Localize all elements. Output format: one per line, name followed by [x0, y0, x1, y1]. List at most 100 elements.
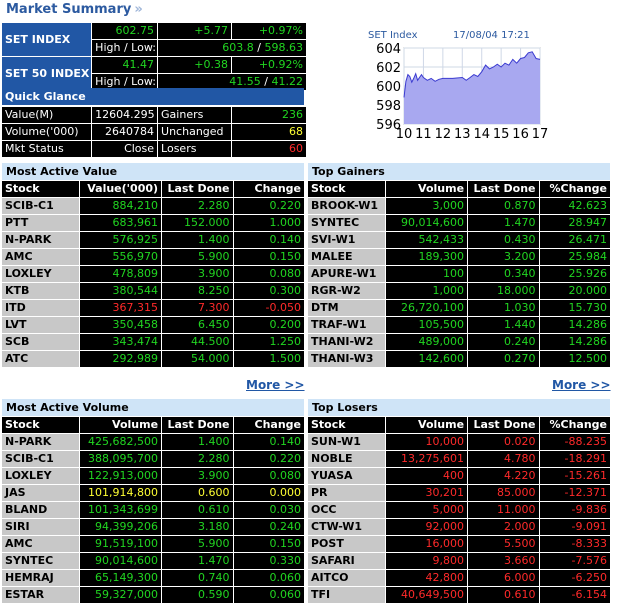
- table-row: N-PARK 576,925 1.400 0.140: [2, 232, 304, 248]
- stock-symbol-link[interactable]: TRAF-W1: [308, 317, 385, 333]
- cell-b: 1.030: [468, 300, 539, 316]
- stock-symbol-link[interactable]: N-PARK: [2, 232, 79, 248]
- table-row: SYNTEC 90,014,600 1.470 28.947: [308, 215, 610, 231]
- stock-symbol-link[interactable]: AITCO: [308, 570, 385, 586]
- stock-symbol-link[interactable]: SIRI: [2, 519, 79, 535]
- column-header: Change: [233, 181, 304, 197]
- stock-symbol-link[interactable]: LOXLEY: [2, 266, 79, 282]
- stock-symbol-link[interactable]: SYNTEC: [308, 215, 385, 231]
- cell-a: 556,970: [79, 249, 162, 265]
- cell-b: 5.900: [162, 536, 233, 552]
- cell-a: 101,914,800: [79, 485, 162, 501]
- stock-symbol-link[interactable]: LOXLEY: [2, 468, 79, 484]
- stock-symbol-link[interactable]: CTW-W1: [308, 519, 385, 535]
- table-header: Stock Volume Last Done %Change: [308, 181, 610, 197]
- chevron-right-icon: »: [134, 2, 143, 17]
- stock-symbol-link[interactable]: ESTAR: [2, 587, 79, 603]
- cell-c: 0.150: [233, 536, 304, 552]
- cell-a: 367,315: [79, 300, 162, 316]
- stock-symbol-link[interactable]: SYNTEC: [2, 553, 79, 569]
- cell-c: 0.000: [233, 485, 304, 501]
- stock-symbol-link[interactable]: BLAND: [2, 502, 79, 518]
- stock-symbol-link[interactable]: SVI-W1: [308, 232, 385, 248]
- stock-symbol-link[interactable]: SAFARI: [308, 553, 385, 569]
- cell-b: 8.250: [162, 283, 233, 299]
- stock-symbol-link[interactable]: RGR-W2: [308, 283, 385, 299]
- table-row: LVT 350,458 6.450 0.200: [2, 317, 304, 333]
- table-row: RGR-W2 1,000 18.000 20.000: [308, 283, 610, 299]
- cell-b: 0.430: [468, 232, 539, 248]
- most-active-value-more-link[interactable]: More >>: [246, 378, 305, 392]
- stock-symbol-link[interactable]: PTT: [2, 215, 79, 231]
- cell-a: 13,275,601: [385, 451, 468, 467]
- cell-a: 292,989: [79, 351, 162, 367]
- cell-b: 0.870: [468, 198, 539, 214]
- stock-symbol-link[interactable]: DTM: [308, 300, 385, 316]
- stock-symbol-link[interactable]: MALEE: [308, 249, 385, 265]
- stock-symbol-link[interactable]: SCIB-C1: [2, 198, 79, 214]
- table-row: AMC 91,519,100 5.900 0.150: [2, 536, 304, 552]
- cell-c: -18.291: [539, 451, 610, 467]
- cell-a: 425,682,500: [79, 434, 162, 450]
- stock-symbol-link[interactable]: APURE-W1: [308, 266, 385, 282]
- stock-symbol-link[interactable]: SCIB-C1: [2, 451, 79, 467]
- stock-symbol-link[interactable]: ATC: [2, 351, 79, 367]
- stock-symbol-link[interactable]: PR: [308, 485, 385, 501]
- cell-a: 542,433: [385, 232, 468, 248]
- table-row: MALEE 189,300 3.200 25.984: [308, 249, 610, 265]
- stock-symbol-link[interactable]: POST: [308, 536, 385, 552]
- stock-symbol-link[interactable]: ITD: [2, 300, 79, 316]
- cell-a: 90,014,600: [385, 215, 468, 231]
- stock-symbol-link[interactable]: LVT: [2, 317, 79, 333]
- stock-symbol-link[interactable]: BROOK-W1: [308, 198, 385, 214]
- table-row: AMC 556,970 5.900 0.150: [2, 249, 304, 265]
- table-row: BLAND 101,343,699 0.610 0.030: [2, 502, 304, 518]
- cell-c: 42.623: [539, 198, 610, 214]
- cell-c: 1.500: [233, 351, 304, 367]
- set-index-high: 603.8: [222, 41, 254, 54]
- most-active-volume-table: Stock Volume Last Done Change N-PARK 425,682,…: [1, 416, 305, 604]
- cell-b: 1.400: [162, 434, 233, 450]
- quick-glance-title: Quick Glance: [2, 88, 304, 105]
- cell-a: 350,458: [79, 317, 162, 333]
- qg-losers: 60: [232, 141, 306, 157]
- cell-b: 0.240: [468, 334, 539, 350]
- column-header: Volume: [385, 417, 468, 433]
- top-gainers-more-link[interactable]: More >>: [552, 378, 611, 392]
- stock-symbol-link[interactable]: HEMRAJ: [2, 570, 79, 586]
- stock-symbol-link[interactable]: OCC: [308, 502, 385, 518]
- column-header: Stock: [308, 417, 385, 433]
- set-index-low: 598.63: [264, 41, 304, 54]
- table-row: OCC 5,000 11.000 -9.836: [308, 502, 610, 518]
- stock-symbol-link[interactable]: THANI-W3: [308, 351, 385, 367]
- stock-symbol-link[interactable]: TFI: [308, 587, 385, 603]
- cell-b: 1.400: [162, 232, 233, 248]
- stock-symbol-link[interactable]: NOBLE: [308, 451, 385, 467]
- cell-c: 1.000: [233, 215, 304, 231]
- stock-symbol-link[interactable]: SCB: [2, 334, 79, 350]
- chart-x-tick-label: 13: [454, 127, 471, 142]
- cell-c: 15.730: [539, 300, 610, 316]
- stock-symbol-link[interactable]: AMC: [2, 536, 79, 552]
- table-row: THANI-W2 489,000 0.240 14.286: [308, 334, 610, 350]
- stock-symbol-link[interactable]: N-PARK: [2, 434, 79, 450]
- set-index-high-low: 603.8 / 598.63: [158, 40, 306, 56]
- chart-x-tick-label: 15: [493, 127, 510, 142]
- stock-symbol-link[interactable]: JAS: [2, 485, 79, 501]
- top-gainers-table: Stock Volume Last Done %Change BROOK-W1 3,000…: [307, 180, 611, 368]
- table-row: SVI-W1 542,433 0.430 26.471: [308, 232, 610, 248]
- table-row: SAFARI 9,800 3.660 -7.576: [308, 553, 610, 569]
- cell-c: 0.240: [233, 519, 304, 535]
- cell-c: 0.150: [233, 249, 304, 265]
- cell-c: -8.333: [539, 536, 610, 552]
- table-row: DTM 26,720,100 1.030 15.730: [308, 300, 610, 316]
- stock-symbol-link[interactable]: SUN-W1: [308, 434, 385, 450]
- cell-c: 20.000: [539, 283, 610, 299]
- set50-index-label: SET 50 INDEX: [2, 57, 92, 90]
- stock-symbol-link[interactable]: KTB: [2, 283, 79, 299]
- stock-symbol-link[interactable]: THANI-W2: [308, 334, 385, 350]
- table-row: POST 16,000 5.500 -8.333: [308, 536, 610, 552]
- stock-symbol-link[interactable]: AMC: [2, 249, 79, 265]
- table-row: SCB 343,474 44.500 1.250: [2, 334, 304, 350]
- stock-symbol-link[interactable]: YUASA: [308, 468, 385, 484]
